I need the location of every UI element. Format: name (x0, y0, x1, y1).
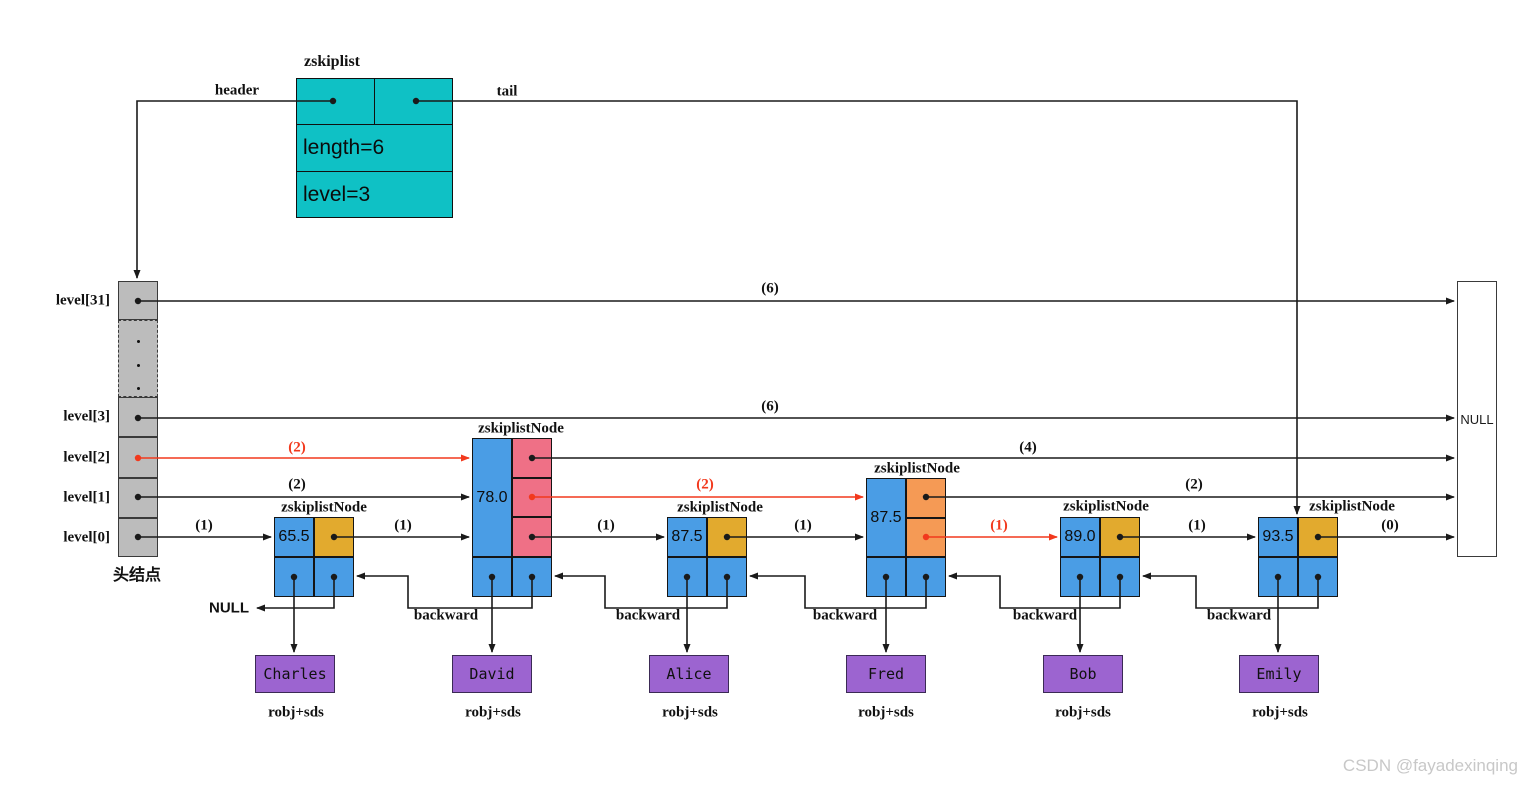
obj-pointer-cell-alice (667, 557, 707, 597)
span-label-level3: (6) (761, 398, 779, 415)
score-cell-charles: 65.5 (274, 517, 314, 557)
head-node-cell-level2 (118, 437, 158, 478)
robj-sds-label-alice: robj+sds (662, 704, 718, 721)
backward-null-label: NULL (209, 599, 249, 617)
backward-pointer-cell-david (512, 557, 552, 597)
struct-tail-pointer-cell (374, 78, 453, 125)
obj-box-bob: Bob (1043, 655, 1123, 693)
robj-sds-label-charles: robj+sds (268, 704, 324, 721)
zskiplist-struct-title: zskiplist (303, 53, 361, 70)
head-node-level-label: level[2] (63, 449, 110, 465)
head-node-level-label: level[1] (63, 489, 110, 506)
span-label-david-level0: (1) (597, 517, 615, 534)
obj-box-charles: Charles (255, 655, 335, 693)
score-cell-emily: 93.5 (1258, 517, 1298, 557)
node-title-alice: zskiplistNode (677, 499, 763, 516)
head-node-caption: 头结点 (112, 567, 162, 584)
ellipsis-dot (136, 339, 140, 343)
backward-pointer-cell-fred (906, 557, 946, 597)
ellipsis-dot (136, 386, 140, 390)
span-label-alice-level0: (1) (794, 517, 812, 534)
backward-label-emily: backward (1206, 607, 1272, 624)
zskiplist-struct-box: length=6 level=3 (296, 78, 453, 218)
backward-pointer-cell-bob (1100, 557, 1140, 597)
ellipsis-dot (136, 363, 140, 367)
head-node-level-label: level[31] (55, 292, 110, 308)
head-node-ellipsis-cell (118, 320, 158, 397)
node-title-david: zskiplistNode (478, 420, 564, 437)
head-node-cell-level0 (118, 518, 158, 557)
obj-box-david: David (452, 655, 532, 693)
level-cell-fred-0 (906, 517, 946, 557)
span-label-david-level2: (4) (1019, 439, 1037, 456)
span-label-level31: (6) (761, 280, 779, 297)
score-cell-fred: 87.5 (866, 478, 906, 557)
span-label-emily-level0: (0) (1381, 517, 1399, 534)
null-terminator-box: NULL (1457, 281, 1497, 557)
head-node-cell-level3 (118, 397, 158, 437)
obj-pointer-cell-david (472, 557, 512, 597)
span-label-bob-level0: (1) (1188, 517, 1206, 534)
span-label-david-level1: (2) (696, 476, 714, 493)
watermark: CSDN @fayadexinqing (1342, 756, 1518, 775)
level-cell-alice-0 (707, 517, 747, 557)
node-title-charles: zskiplistNode (281, 499, 367, 516)
head-node-level-label: level[3] (63, 408, 110, 425)
robj-sds-label-fred: robj+sds (858, 704, 914, 721)
obj-box-emily: Emily (1239, 655, 1319, 693)
span-label-header-level1: (2) (288, 476, 306, 493)
level-cell-charles-0 (314, 517, 354, 557)
head-node-level-label: level[0] (63, 529, 110, 545)
backward-label-david: backward (413, 607, 479, 624)
level-cell-emily-0 (1298, 517, 1338, 557)
level-cell-david-2 (512, 438, 552, 478)
node-title-fred: zskiplistNode (874, 460, 960, 477)
obj-pointer-cell-fred (866, 557, 906, 597)
struct-header-pointer-cell (296, 78, 375, 125)
span-label-header-level2: (2) (288, 439, 306, 456)
obj-box-fred: Fred (846, 655, 926, 693)
node-title-bob: zskiplistNode (1063, 498, 1149, 515)
score-cell-david: 78.0 (472, 438, 512, 557)
obj-pointer-cell-charles (274, 557, 314, 597)
backward-label-bob: backward (1012, 607, 1078, 624)
backward-pointer-cell-charles (314, 557, 354, 597)
span-label-charles-level0: (1) (394, 517, 412, 534)
node-title-emily: zskiplistNode (1309, 498, 1395, 515)
tail-pointer-label: tail (496, 83, 518, 100)
head-node-cell-level31 (118, 281, 158, 320)
level-cell-fred-1 (906, 478, 946, 518)
robj-sds-label-david: robj+sds (465, 704, 521, 721)
struct-level-field: level=3 (296, 171, 453, 218)
backward-pointer-cell-emily (1298, 557, 1338, 597)
level-cell-bob-0 (1100, 517, 1140, 557)
robj-sds-label-bob: robj+sds (1055, 704, 1111, 721)
header-pointer-label: header (214, 82, 260, 99)
obj-pointer-cell-emily (1258, 557, 1298, 597)
span-label-header-level0: (1) (195, 517, 213, 534)
score-cell-alice: 87.5 (667, 517, 707, 557)
backward-label-fred: backward (812, 607, 878, 624)
score-cell-bob: 89.0 (1060, 517, 1100, 557)
level-cell-david-1 (512, 477, 552, 518)
backward-label-alice: backward (615, 607, 681, 624)
span-label-fred-level1: (2) (1185, 476, 1203, 493)
head-node-cell-level1 (118, 478, 158, 518)
robj-sds-label-emily: robj+sds (1252, 704, 1308, 721)
obj-pointer-cell-bob (1060, 557, 1100, 597)
struct-length-field: length=6 (296, 124, 453, 172)
span-label-fred-level0: (1) (990, 517, 1008, 534)
backward-pointer-cell-alice (707, 557, 747, 597)
level-cell-david-0 (512, 517, 552, 557)
obj-box-alice: Alice (649, 655, 729, 693)
